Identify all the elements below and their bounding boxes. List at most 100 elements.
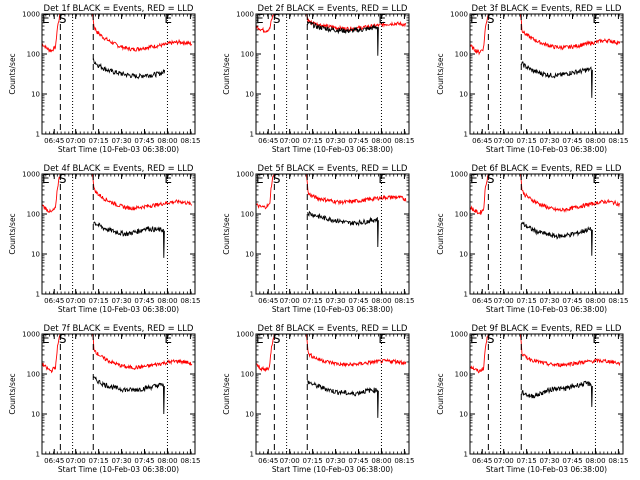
panel-title: Det 4f BLACK = Events, RED = LLD — [44, 164, 194, 174]
event-marker: E — [378, 172, 386, 186]
x-tick-label: 08:15 — [394, 457, 414, 465]
x-tick-label: 07:45 — [348, 457, 368, 465]
lld-series-line — [42, 174, 192, 213]
y-tick-label: 1 — [250, 451, 254, 459]
lld-series-line — [470, 334, 621, 374]
x-tick-label: 07:30 — [111, 457, 131, 465]
y-tick-label: 10 — [459, 411, 468, 419]
event-marker: S — [487, 332, 495, 346]
y-tick-label: 1000 — [450, 171, 468, 179]
y-tick-label: 100 — [27, 211, 40, 219]
events-series-line — [92, 376, 165, 415]
x-tick-label: 06:45 — [472, 297, 492, 305]
y-tick-label: 10 — [31, 251, 40, 259]
x-tick-label: 07:15 — [303, 297, 323, 305]
x-axis-label: Start Time (10-Feb-03 06:38:00) — [58, 465, 179, 474]
y-tick-label: 100 — [455, 51, 468, 59]
x-tick-label: 07:30 — [325, 457, 345, 465]
x-axis-label: Start Time (10-Feb-03 06:38:00) — [486, 305, 607, 314]
x-tick-label: 07:30 — [325, 297, 345, 305]
panel-title: Det 7f BLACK = Events, RED = LLD — [44, 324, 194, 334]
x-tick-label: 07:30 — [325, 137, 345, 145]
y-tick-label: 100 — [455, 211, 468, 219]
y-tick-label: 1000 — [22, 11, 40, 19]
y-tick-label: 1 — [250, 291, 254, 299]
events-series-line — [92, 58, 166, 80]
plot-frame — [255, 13, 410, 135]
y-tick-label: 1 — [250, 131, 254, 139]
x-tick-label: 07:45 — [562, 297, 582, 305]
panel-title: Det 1f BLACK = Events, RED = LLD — [44, 4, 194, 14]
event-marker: E — [592, 332, 600, 346]
x-tick-label: 07:00 — [494, 137, 514, 145]
x-tick-label: 07:00 — [66, 137, 86, 145]
y-tick-label: 1000 — [450, 331, 468, 339]
x-tick-label: 06:45 — [472, 457, 492, 465]
y-tick-label: 100 — [455, 371, 468, 379]
x-tick-label: 07:15 — [517, 297, 537, 305]
x-tick-label: 06:45 — [44, 297, 64, 305]
events-series-line — [306, 210, 379, 248]
y-tick-label: 1 — [464, 131, 468, 139]
x-tick-label: 07:45 — [348, 297, 368, 305]
panel-title: Det 9f BLACK = Events, RED = LLD — [472, 324, 622, 334]
y-axis-label: Counts/sec — [8, 53, 17, 94]
y-axis-label: Counts/sec — [8, 373, 17, 414]
event-marker: E — [470, 12, 478, 26]
x-tick-label: 08:15 — [608, 457, 628, 465]
x-tick-label: 08:15 — [180, 297, 200, 305]
events-series-line — [307, 380, 379, 418]
y-tick-label: 10 — [245, 411, 254, 419]
panel-title: Det 2f BLACK = Events, RED = LLD — [258, 4, 408, 14]
x-tick-label: 07:45 — [348, 137, 368, 145]
x-tick-label: 08:15 — [608, 297, 628, 305]
plot-frame — [255, 173, 410, 295]
x-tick-label: 07:00 — [494, 457, 514, 465]
y-axis-label: Counts/sec — [222, 53, 231, 94]
panel-title: Det 8f BLACK = Events, RED = LLD — [258, 324, 408, 334]
x-tick-label: 06:45 — [258, 297, 278, 305]
x-tick-label: 08:15 — [394, 297, 414, 305]
event-marker: E — [592, 172, 600, 186]
y-axis-label: Counts/sec — [436, 213, 445, 254]
events-series-line — [520, 61, 593, 98]
x-axis-label: Start Time (10-Feb-03 06:38:00) — [272, 145, 393, 154]
event-marker: E — [378, 332, 386, 346]
x-tick-label: 06:45 — [44, 137, 64, 145]
event-marker: E — [42, 172, 50, 186]
event-marker: S — [273, 172, 281, 186]
events-series-line — [521, 380, 593, 408]
plot-frame — [41, 333, 196, 455]
x-tick-label: 07:15 — [517, 137, 537, 145]
x-tick-label: 07:00 — [280, 457, 300, 465]
x-tick-label: 08:15 — [180, 137, 200, 145]
x-axis-label: Start Time (10-Feb-03 06:38:00) — [486, 465, 607, 474]
event-marker: E — [164, 172, 172, 186]
x-tick-label: 07:45 — [562, 457, 582, 465]
event-marker: S — [59, 12, 67, 26]
event-marker: S — [59, 332, 67, 346]
event-marker: E — [164, 332, 172, 346]
plot-frame — [469, 333, 624, 455]
x-tick-label: 06:45 — [44, 457, 64, 465]
x-tick-label: 08:00 — [585, 297, 605, 305]
x-tick-label: 08:15 — [394, 137, 414, 145]
x-tick-label: 07:00 — [280, 137, 300, 145]
panel-title: Det 5f BLACK = Events, RED = LLD — [258, 164, 408, 174]
event-marker: S — [487, 12, 495, 26]
x-tick-label: 08:15 — [608, 137, 628, 145]
y-axis-label: Counts/sec — [436, 53, 445, 94]
lld-series-line — [256, 174, 407, 210]
x-axis-label: Start Time (10-Feb-03 06:38:00) — [272, 305, 393, 314]
x-axis-label: Start Time (10-Feb-03 06:38:00) — [486, 145, 607, 154]
x-tick-label: 07:15 — [89, 457, 109, 465]
lld-series-line — [42, 14, 192, 53]
lld-series-line — [470, 174, 621, 216]
y-axis-label: Counts/sec — [436, 373, 445, 414]
event-marker: E — [470, 332, 478, 346]
x-tick-label: 06:45 — [258, 457, 278, 465]
